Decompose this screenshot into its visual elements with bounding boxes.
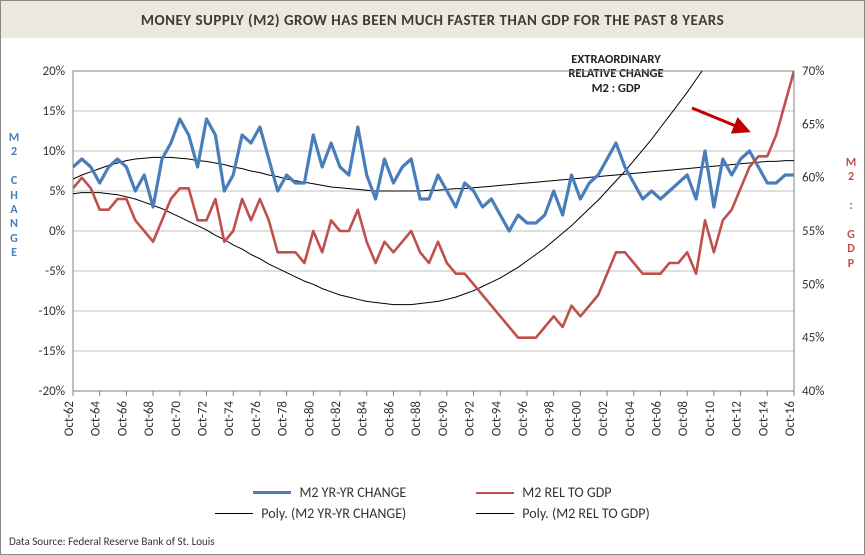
svg-text:15%: 15% bbox=[43, 104, 65, 119]
svg-text:45%: 45% bbox=[802, 331, 824, 346]
svg-text:40%: 40% bbox=[802, 384, 824, 399]
legend-label: M2 YR-YR CHANGE bbox=[299, 484, 406, 501]
svg-text:Oct-92: Oct-92 bbox=[463, 401, 478, 437]
legend-label: Poly. (M2 REL TO GDP) bbox=[522, 505, 649, 522]
svg-text:Oct-06: Oct-06 bbox=[649, 401, 664, 437]
svg-text:Oct-04: Oct-04 bbox=[623, 401, 638, 437]
svg-text:Oct-12: Oct-12 bbox=[730, 401, 745, 437]
svg-text:Oct-98: Oct-98 bbox=[543, 401, 558, 437]
chart-container: MONEY SUPPLY (M2) GROW HAS BEEN MUCH FAS… bbox=[0, 0, 865, 555]
svg-text:5%: 5% bbox=[49, 184, 65, 199]
svg-text:20%: 20% bbox=[43, 64, 65, 79]
svg-text:Oct-10: Oct-10 bbox=[703, 401, 718, 437]
legend-item-poly-m2-gdp: Poly. (M2 REL TO GDP) bbox=[476, 505, 649, 522]
svg-text:60%: 60% bbox=[802, 171, 824, 186]
legend-label: Poly. (M2 YR-YR CHANGE) bbox=[261, 505, 406, 522]
svg-text:-5%: -5% bbox=[45, 264, 65, 279]
svg-text:Oct-86: Oct-86 bbox=[382, 401, 397, 437]
svg-text:Oct-88: Oct-88 bbox=[409, 401, 424, 437]
svg-text:Oct-90: Oct-90 bbox=[436, 401, 451, 437]
svg-text:-10%: -10% bbox=[39, 304, 65, 319]
svg-text:Oct-70: Oct-70 bbox=[169, 401, 184, 437]
svg-text:-15%: -15% bbox=[39, 344, 65, 359]
svg-text:Oct-16: Oct-16 bbox=[783, 401, 798, 437]
svg-text:Oct-76: Oct-76 bbox=[249, 401, 264, 437]
legend-item-m2-change: M2 YR-YR CHANGE bbox=[253, 484, 406, 501]
svg-text:55%: 55% bbox=[802, 224, 824, 239]
svg-text:Oct-00: Oct-00 bbox=[569, 401, 584, 437]
legend-item-poly-m2-change: Poly. (M2 YR-YR CHANGE) bbox=[215, 505, 406, 522]
svg-text:50%: 50% bbox=[802, 277, 824, 292]
svg-text:Oct-62: Oct-62 bbox=[62, 401, 77, 437]
svg-text:Oct-80: Oct-80 bbox=[302, 401, 317, 437]
svg-text:10%: 10% bbox=[43, 144, 65, 159]
svg-text:Oct-82: Oct-82 bbox=[329, 401, 344, 437]
svg-text:-20%: -20% bbox=[39, 384, 65, 399]
svg-text:Oct-72: Oct-72 bbox=[196, 401, 211, 437]
legend-label: M2 REL TO GDP bbox=[522, 484, 611, 501]
svg-text:Oct-94: Oct-94 bbox=[489, 401, 504, 437]
legend-item-m2-gdp: M2 REL TO GDP bbox=[476, 484, 611, 501]
svg-text:Oct-14: Oct-14 bbox=[756, 401, 771, 437]
data-source: Data Source: Federal Reserve Bank of St.… bbox=[9, 535, 215, 548]
svg-text:Oct-66: Oct-66 bbox=[115, 401, 130, 437]
svg-text:Oct-78: Oct-78 bbox=[276, 401, 291, 437]
svg-text:Oct-74: Oct-74 bbox=[222, 401, 237, 437]
svg-text:Oct-08: Oct-08 bbox=[676, 401, 691, 437]
svg-text:70%: 70% bbox=[802, 64, 824, 79]
svg-text:Oct-64: Oct-64 bbox=[89, 401, 104, 437]
chart-svg: -20% -15% -10% -5% 0% 5% 10% 15% 20% 40% 45% 50% 55%… bbox=[1, 43, 865, 463]
svg-text:Oct-96: Oct-96 bbox=[516, 401, 531, 437]
svg-text:Oct-68: Oct-68 bbox=[142, 401, 157, 437]
legend: M2 YR-YR CHANGE M2 REL TO GDP Poly. (M2 … bbox=[1, 484, 864, 526]
svg-text:Oct-02: Oct-02 bbox=[596, 401, 611, 437]
svg-text:Oct-84: Oct-84 bbox=[356, 401, 371, 437]
svg-text:65%: 65% bbox=[802, 117, 824, 132]
title-bar: MONEY SUPPLY (M2) GROW HAS BEEN MUCH FAS… bbox=[1, 1, 864, 38]
svg-text:0%: 0% bbox=[49, 224, 65, 239]
chart-title: MONEY SUPPLY (M2) GROW HAS BEEN MUCH FAS… bbox=[141, 12, 724, 30]
plot-area: -20% -15% -10% -5% 0% 5% 10% 15% 20% 40% 45% 50% 55%… bbox=[1, 43, 865, 463]
